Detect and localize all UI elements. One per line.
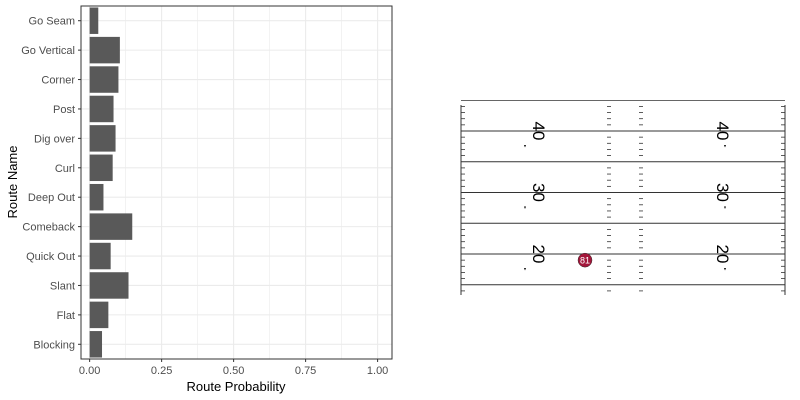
bar-go-vertical bbox=[89, 36, 120, 64]
player-circle bbox=[577, 252, 593, 268]
x-tick-label: 0.75 bbox=[295, 365, 316, 377]
x-axis-title: Route Probability bbox=[187, 379, 286, 394]
y-tick-label: Go Seam bbox=[29, 16, 75, 28]
bar-corner bbox=[89, 66, 119, 93]
y-axis-ticks: Go Seam Go Vertical Corner Post Dig over Curl… bbox=[21, 16, 81, 351]
player-number: 81 bbox=[580, 256, 590, 266]
route-probability-chart: Go Seam Go Vertical Corner Post Dig over Curl… bbox=[5, 5, 393, 394]
y-tick-label: Blocking bbox=[33, 339, 75, 351]
y-tick-label: Comeback bbox=[22, 222, 75, 234]
bar-go-seam bbox=[89, 7, 99, 34]
y-tick-label: Post bbox=[53, 104, 75, 116]
y-tick-label: Slant bbox=[50, 280, 75, 292]
y-tick-label: Curl bbox=[55, 163, 75, 175]
field-lines bbox=[460, 100, 786, 295]
y-tick-label: Dig over bbox=[34, 133, 75, 145]
x-tick-label: 0.50 bbox=[223, 365, 244, 377]
x-tick-label: 0.00 bbox=[79, 365, 100, 377]
bar-curl bbox=[89, 154, 113, 182]
y-tick-label: Quick Out bbox=[26, 251, 75, 263]
y-tick-label: Go Vertical bbox=[21, 45, 75, 57]
y-tick-label: Corner bbox=[41, 75, 75, 87]
yard-numbers: 40 40 30 30 20 20 bbox=[524, 122, 732, 271]
y-tick-label: Deep Out bbox=[28, 192, 75, 204]
yard-number-20-left: 20 bbox=[529, 245, 548, 264]
yard-number-40-left: 40 bbox=[529, 122, 548, 141]
bar-blocking bbox=[89, 331, 103, 358]
bar-quick-out bbox=[89, 242, 111, 270]
football-field-diagram: 40 40 30 30 20 20 81 bbox=[460, 100, 786, 295]
direction-arrow bbox=[724, 268, 726, 271]
bar-post bbox=[89, 95, 114, 123]
player-marker: 81 bbox=[577, 252, 593, 268]
yard-number-30-right: 30 bbox=[713, 183, 732, 202]
bar-comeback bbox=[89, 213, 133, 240]
yard-number-20-right: 20 bbox=[713, 245, 732, 264]
y-tick-label: Flat bbox=[57, 310, 75, 322]
direction-arrow bbox=[524, 268, 526, 271]
x-tick-label: 0.25 bbox=[151, 365, 172, 377]
panel-border bbox=[80, 5, 393, 360]
direction-arrow bbox=[524, 145, 526, 148]
x-axis-ticks: 0.00 0.25 0.50 0.75 1.00 bbox=[79, 359, 388, 377]
gridlines bbox=[81, 6, 392, 359]
x-tick-label: 1.00 bbox=[367, 365, 388, 377]
bar-slant bbox=[89, 272, 129, 299]
bar-deep-out bbox=[89, 183, 104, 211]
bars bbox=[89, 7, 133, 358]
direction-arrow bbox=[724, 145, 726, 148]
direction-arrow bbox=[724, 206, 726, 209]
yard-number-30-left: 30 bbox=[529, 183, 548, 202]
y-axis-title: Route Name bbox=[5, 146, 20, 219]
direction-arrow bbox=[524, 206, 526, 209]
yard-number-40-right: 40 bbox=[713, 122, 732, 141]
bar-dig-over bbox=[89, 125, 116, 152]
bar-flat bbox=[89, 301, 109, 329]
